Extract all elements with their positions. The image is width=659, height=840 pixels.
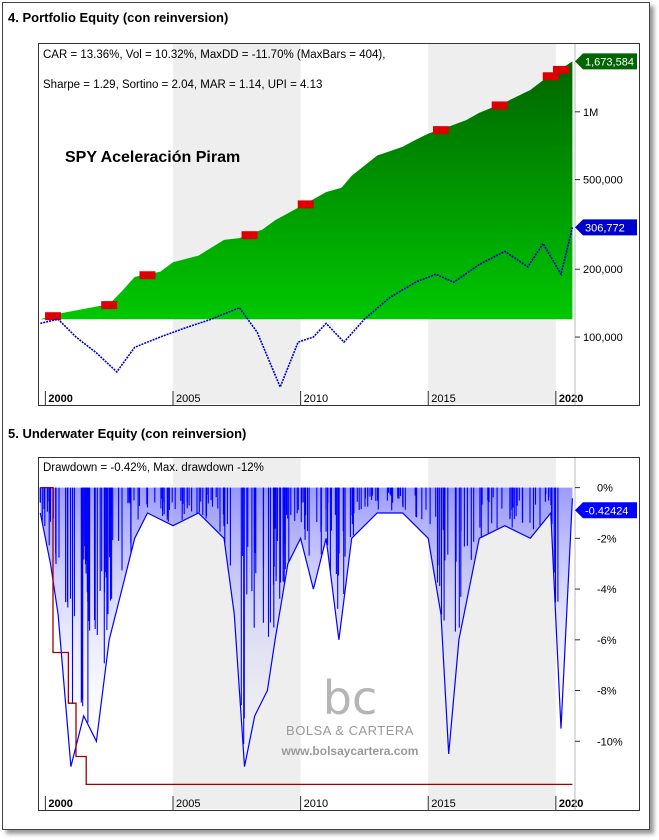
- y-tick-label-3: -6%: [597, 635, 617, 647]
- last-value-label-0: 1,673,584: [585, 56, 634, 68]
- y-tick-label-2: 500,000: [583, 175, 623, 187]
- panel-title-equity: 4. Portfolio Equity (con reinversion): [8, 10, 229, 25]
- x-tick-label-2005: 2005: [176, 393, 200, 405]
- x-tick-label-2000: 2000: [48, 393, 72, 405]
- last-value-label-drawdown: -0.42424: [585, 505, 628, 517]
- last-value-tag-1: [575, 219, 637, 236]
- max-drawdown-line: [40, 486, 573, 786]
- panel-title-underwater: 5. Underwater Equity (con reinversion): [8, 426, 247, 441]
- y-tick-label-1: -2%: [597, 533, 617, 545]
- equity-stats-line1: CAR = 13.36%, Vol = 10.32%, MaxDD = -11.…: [43, 49, 385, 61]
- equity-drawdown-patch-2: [139, 271, 156, 280]
- y-tick-label-5: -10%: [597, 736, 623, 748]
- x-tick-label-2005: 2005: [176, 798, 200, 810]
- equity-area: [40, 61, 573, 320]
- equity-drawdown-patch-8: [552, 65, 569, 74]
- equity-drawdown-patch-0: [45, 312, 62, 321]
- y-tick-label-0: 100,000: [583, 332, 623, 344]
- equity-drawdown-patch-4: [297, 200, 314, 209]
- underwater-chart-svg: 2000 2005 2010 2015 2020 0%-2%-4%-6%-8%-10% …: [39, 458, 637, 810]
- last-value-label-1: 306,772: [585, 222, 625, 234]
- equity-chart-svg: 2000 2005 2010 2015 2020 100,000 200,000 500,0…: [40, 44, 637, 405]
- equity-drawdown-patch-1: [101, 301, 118, 310]
- underwater-line: [39, 498, 573, 767]
- x-tick-label-2015: 2015: [431, 798, 455, 810]
- y-tick-label-4: -8%: [597, 686, 617, 698]
- watermark-logo: bc: [322, 671, 378, 725]
- last-value-tag-drawdown: [575, 502, 637, 519]
- x-tick-label-2010: 2010: [304, 798, 328, 810]
- strategy-label: SPY Aceleración Piram: [65, 149, 240, 166]
- y-tick-label-2: -4%: [597, 584, 617, 596]
- underwater-stats-line: Drawdown = -0.42%, Max. drawdown -12%: [43, 462, 264, 474]
- x-tick-label-2020: 2020: [559, 393, 583, 405]
- benchmark-line: [40, 227, 574, 390]
- y-tick-label-0: 0%: [597, 483, 613, 495]
- equity-stats-line2: Sharpe = 1.29, Sortino = 2.04, MAR = 1.1…: [43, 79, 322, 91]
- equity-drawdown-patch-3: [241, 231, 258, 240]
- watermark: bc BOLSA & CARTERA www.bolsaycartera.com: [255, 675, 445, 758]
- equity-drawdown-patch-7: [542, 72, 559, 81]
- underwater-chart-panel: 2000 2005 2010 2015 2020 0% -2% -4% -6% -8% -10% …: [38, 457, 640, 811]
- last-value-tag-0: [575, 53, 637, 70]
- y-tick-label-3: 1M: [583, 107, 598, 119]
- equity-drawdown-patch-6: [491, 101, 508, 110]
- y-tick-label-1: 200,000: [583, 264, 623, 276]
- watermark-url: www.bolsaycartera.com: [281, 744, 419, 758]
- equity-drawdown-patch-5: [433, 126, 449, 135]
- x-tick-label-2010: 2010: [304, 393, 328, 405]
- x-tick-label-2015: 2015: [431, 393, 455, 405]
- x-tick-label-2020: 2020: [559, 798, 583, 810]
- watermark-brand: BOLSA & CARTERA: [286, 723, 414, 738]
- equity-chart-panel: 2000 2005 2010 2015 2020 100,000 200,000 500,0…: [38, 43, 640, 406]
- x-tick-label-2000: 2000: [48, 798, 72, 810]
